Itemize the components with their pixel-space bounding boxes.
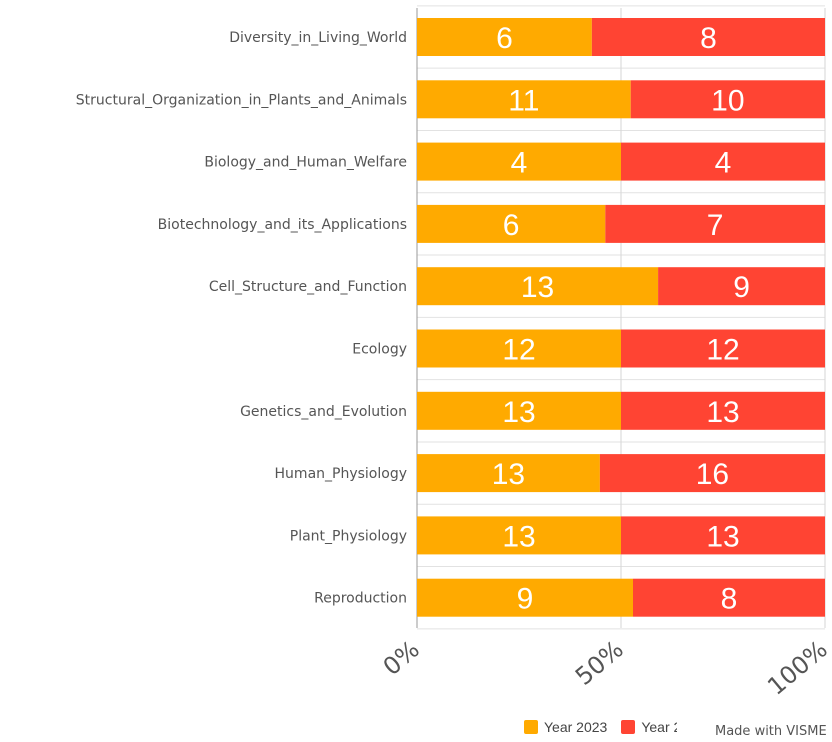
data-label-series-2: 9 xyxy=(733,271,750,304)
legend-swatch-series-2 xyxy=(621,720,636,734)
data-label-series-2: 8 xyxy=(700,22,717,55)
bar-series-2 xyxy=(621,329,825,368)
bar-series-1 xyxy=(417,516,621,555)
data-label-series-2: 8 xyxy=(721,583,738,616)
legend-item-series-2: Year 20 xyxy=(621,719,677,735)
bar-series-2 xyxy=(621,391,825,430)
data-label-series-1: 6 xyxy=(503,209,520,242)
data-label-series-1: 6 xyxy=(496,22,513,55)
bar-series-2 xyxy=(621,142,825,181)
data-label-series-1: 13 xyxy=(502,396,535,429)
category-label: Plant_Physiology xyxy=(290,528,407,544)
data-label-series-2: 4 xyxy=(715,147,732,180)
bar-series-1 xyxy=(417,454,600,493)
data-label-series-2: 13 xyxy=(706,396,739,429)
x-tick-labels: 0% 50% 100% xyxy=(378,635,832,701)
bar-series-1 xyxy=(417,18,592,56)
legend-item-series-1: Year 2023 xyxy=(524,719,607,735)
category-labels: Diversity_in_Living_World Structural_Orga… xyxy=(76,30,407,607)
data-label-series-1: 12 xyxy=(502,334,535,367)
bar-series-2 xyxy=(658,267,825,306)
bar-series-2 xyxy=(633,578,825,617)
data-label-series-1: 13 xyxy=(521,271,554,304)
category-label: Structural_Organization_in_Plants_and_An… xyxy=(76,92,407,108)
bars: 6 8 11 10 4 4 6 7 13 9 12 12 13 13 13 16 13 13 9 8 xyxy=(417,18,825,617)
legend-label-series-2: Year 20 xyxy=(641,719,677,735)
data-label-series-2: 7 xyxy=(707,209,724,242)
category-label: Genetics_and_Evolution xyxy=(240,404,407,420)
x-tick-label: 50% xyxy=(570,635,629,691)
bar-series-1 xyxy=(417,578,633,617)
x-tick-label: 100% xyxy=(762,635,832,701)
bar-series-1 xyxy=(417,142,621,181)
data-label-series-1: 4 xyxy=(511,147,528,180)
bar-series-2 xyxy=(605,204,825,243)
bar-series-1 xyxy=(417,204,606,243)
category-label: Biology_and_Human_Welfare xyxy=(204,155,407,171)
category-label: Cell_Structure_and_Function xyxy=(209,279,407,295)
legend-swatch-series-1 xyxy=(524,720,538,734)
data-label-series-2: 16 xyxy=(696,458,729,491)
bar-series-1 xyxy=(417,329,621,368)
bar-series-2 xyxy=(630,80,825,119)
category-label: Human_Physiology xyxy=(275,466,407,482)
category-label: Diversity_in_Living_World xyxy=(229,30,407,46)
category-label: Reproduction xyxy=(314,591,407,607)
bar-series-2 xyxy=(621,516,825,555)
data-label-series-1: 13 xyxy=(492,458,525,491)
data-label-series-1: 13 xyxy=(502,520,535,553)
bar-series-1 xyxy=(417,267,659,306)
bar-series-1 xyxy=(417,391,621,430)
bar-series-2 xyxy=(599,454,825,493)
category-label: Ecology xyxy=(352,342,407,358)
data-label-series-1: 9 xyxy=(517,583,534,616)
watermark: Made with VISME xyxy=(715,724,827,739)
data-label-series-2: 10 xyxy=(711,84,744,117)
legend-label-series-1: Year 2023 xyxy=(544,719,608,735)
data-label-series-2: 13 xyxy=(706,520,739,553)
data-label-series-2: 12 xyxy=(706,334,739,367)
category-label: Biotechnology_and_its_Applications xyxy=(158,217,407,233)
x-tick-label: 0% xyxy=(378,635,425,681)
data-label-series-1: 11 xyxy=(508,84,539,117)
bar-series-1 xyxy=(417,80,631,119)
legend: Year 2023 Year 20 xyxy=(524,716,824,738)
bar-series-2 xyxy=(591,18,825,56)
